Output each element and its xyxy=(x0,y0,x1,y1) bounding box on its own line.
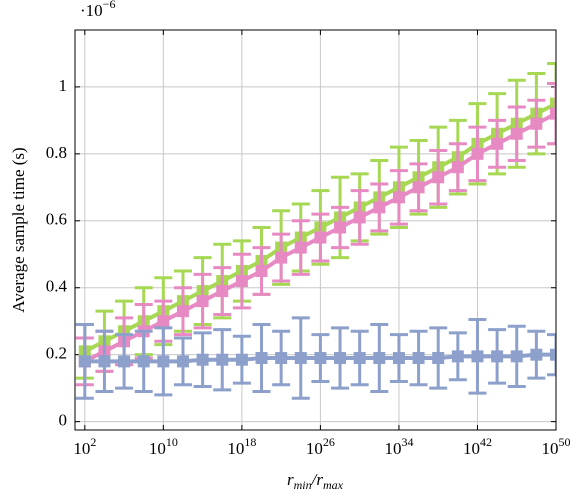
marker xyxy=(235,275,248,288)
x-tick-base: 10 xyxy=(542,439,559,458)
error-bar xyxy=(547,82,556,146)
marker xyxy=(196,353,209,366)
marker xyxy=(314,352,327,365)
x-tick-base: 10 xyxy=(149,439,166,458)
x-tick-label: 1010 xyxy=(149,435,178,458)
marker xyxy=(550,348,556,361)
marker xyxy=(392,191,405,204)
marker xyxy=(412,181,425,194)
marker xyxy=(157,315,170,328)
x-tick-base: 10 xyxy=(227,439,244,458)
x-tick-exponent: 34 xyxy=(401,435,413,449)
plot-frame xyxy=(74,29,557,431)
marker xyxy=(216,285,229,298)
marker xyxy=(373,352,386,365)
x-tick-exponent: 42 xyxy=(480,435,492,449)
marker xyxy=(157,355,170,368)
marker xyxy=(373,201,386,214)
x-tick-exponent: 2 xyxy=(90,435,96,449)
x-tick-label: 1050 xyxy=(542,435,571,458)
x-tick-exponent: 26 xyxy=(323,435,335,449)
marker xyxy=(314,231,327,244)
x-tick-base: 10 xyxy=(306,439,323,458)
marker xyxy=(530,117,543,130)
marker xyxy=(432,171,445,184)
marker xyxy=(98,355,111,368)
x-tick-base: 10 xyxy=(73,439,90,458)
marker xyxy=(471,147,484,160)
marker xyxy=(78,355,91,368)
y-tick-label: 0.8 xyxy=(46,143,67,162)
marker xyxy=(118,355,131,368)
x-tick-label: 1042 xyxy=(463,435,492,458)
marker xyxy=(294,352,307,365)
marker xyxy=(432,352,445,365)
y-tick-label: 0.6 xyxy=(46,210,67,229)
marker xyxy=(550,97,556,110)
marker xyxy=(196,295,209,308)
plot-area xyxy=(75,61,556,400)
marker xyxy=(550,107,556,120)
x-axis-label: rmin/rmax xyxy=(287,470,344,492)
marker xyxy=(275,352,288,365)
x-tick-label: 102 xyxy=(73,435,96,458)
x-tick-base: 10 xyxy=(463,439,480,458)
x-tick-base: 10 xyxy=(384,439,401,458)
marker xyxy=(510,127,523,140)
x-tick-exponent: 10 xyxy=(166,435,178,449)
marker xyxy=(294,241,307,254)
marker xyxy=(353,352,366,365)
y-axis-label: Average sample time (s) xyxy=(9,147,28,312)
marker xyxy=(412,352,425,365)
marker xyxy=(235,353,248,366)
marker xyxy=(176,305,189,318)
y-tick-label: 0.4 xyxy=(46,277,68,296)
marker xyxy=(334,221,347,234)
marker xyxy=(451,161,464,174)
marker xyxy=(137,355,150,368)
x-tick-exponent: 18 xyxy=(244,435,256,449)
marker xyxy=(255,265,268,278)
error-bar xyxy=(547,333,556,377)
marker xyxy=(275,251,288,264)
x-tick-exponent: 50 xyxy=(559,435,571,449)
marker xyxy=(471,350,484,363)
marker xyxy=(255,352,268,365)
marker xyxy=(216,353,229,366)
marker xyxy=(392,352,405,365)
marker xyxy=(510,350,523,363)
y-tick-label: 0.2 xyxy=(46,344,67,363)
y-tick-label: 1 xyxy=(59,76,68,95)
marker xyxy=(530,348,543,361)
marker xyxy=(353,211,366,224)
x-tick-label: 1034 xyxy=(384,435,413,458)
y-multiplier: ·10−6 xyxy=(80,0,115,20)
x-tick-label: 1026 xyxy=(306,435,335,458)
marker xyxy=(451,350,464,363)
marker xyxy=(176,355,189,368)
x-tick-label: 1018 xyxy=(227,435,256,458)
y-tick-label: 0 xyxy=(59,411,68,430)
marker xyxy=(334,352,347,365)
marker xyxy=(491,137,504,150)
marker xyxy=(491,350,504,363)
